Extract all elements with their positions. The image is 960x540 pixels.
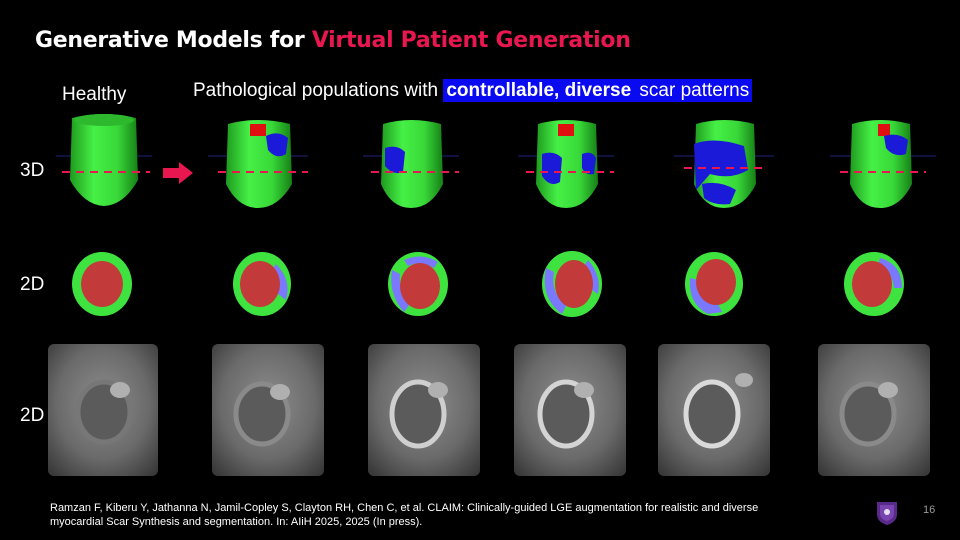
label-path-highlight: controllable, diverse (443, 79, 635, 102)
label-path-suffix: scar patterns (634, 79, 753, 102)
seg-2d-path-3 (542, 251, 602, 317)
citation-line-1: Ramzan F, Kiberu Y, Jathanna N, Jamil-Co… (50, 502, 759, 514)
heart-3d-row (56, 114, 936, 208)
label-healthy: Healthy (62, 84, 127, 105)
row-label-2d-mri: 2D (20, 405, 45, 426)
heart-3d-path-2 (363, 120, 459, 208)
university-crest-icon (877, 502, 897, 525)
mri-healthy (48, 344, 158, 476)
page-number: 16 (923, 504, 936, 516)
seg-2d-path-5 (844, 252, 904, 316)
mri-path-4 (658, 344, 770, 476)
seg-2d-path-4 (685, 252, 743, 316)
seg-2d-path-1 (233, 252, 291, 316)
heart-3d-path-1 (208, 120, 308, 208)
seg-2d-path-2 (388, 252, 448, 316)
citation-line-2: myocardial Scar Synthesis and segmentati… (50, 516, 423, 528)
mri-path-2 (368, 344, 480, 476)
row-label-2d-seg: 2D (20, 274, 45, 295)
heart-3d-path-3 (518, 120, 614, 208)
title-accent: Virtual Patient Generation (311, 28, 631, 53)
citation: Ramzan F, Kiberu Y, Jathanna N, Jamil-Co… (50, 501, 850, 529)
mri-2d-row (48, 344, 930, 476)
slide-title: Generative Models for Virtual Patient Ge… (35, 28, 631, 53)
title-main: Generative Models for (35, 28, 312, 53)
mri-path-3 (514, 344, 626, 476)
mri-path-5 (818, 344, 930, 476)
heart-3d-path-5 (830, 120, 936, 208)
heart-3d-healthy (56, 114, 152, 206)
row-label-3d: 3D (20, 160, 45, 181)
mri-path-1 (212, 344, 324, 476)
right-arrow-icon (163, 162, 193, 184)
label-pathological: Pathological populations with controllab… (193, 79, 753, 102)
label-path-prefix: Pathological populations with (193, 80, 444, 101)
heart-3d-path-4 (674, 120, 774, 208)
seg-2d-healthy (72, 252, 132, 316)
segmentation-2d-row (72, 251, 904, 317)
